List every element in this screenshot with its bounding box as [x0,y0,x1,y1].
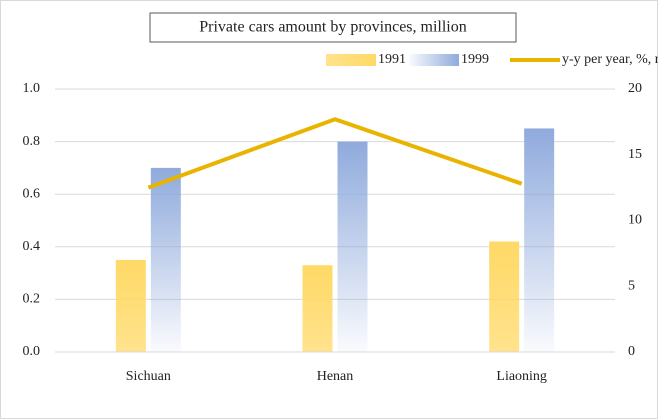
x-tick-label: Liaoning [496,369,547,384]
legend-label: 1991 [378,52,406,67]
bar [302,265,333,352]
y2-tick-label: 20 [628,81,642,96]
y2-tick-label: 0 [628,344,635,359]
y-tick-label: 1.0 [23,81,41,96]
line [147,117,523,190]
y2-tick-label: 10 [628,213,642,228]
bar [489,241,520,352]
bar [115,259,146,352]
title-box [149,12,517,43]
bar [337,141,368,352]
y-tick-label: 0.6 [23,186,41,201]
legend-label: 1999 [461,52,489,67]
y-tick-label: 0.4 [23,239,41,254]
x-tick-label: Henan [317,369,354,384]
y2-tick-label: 5 [628,278,635,293]
y-tick-label: 0.8 [23,134,41,149]
y2-tick-label: 15 [628,147,642,162]
chart-title: Private cars amount by provinces, millio… [199,19,467,36]
y-tick-label: 0.2 [23,292,41,307]
legend-swatch [409,54,459,66]
bar [150,167,181,352]
legend-label: y-y per year, %, right [562,52,658,67]
x-tick-label: Sichuan [126,369,171,384]
y-tick-label: 0.0 [23,344,41,359]
bar [524,128,555,352]
legend-swatch [326,54,376,66]
